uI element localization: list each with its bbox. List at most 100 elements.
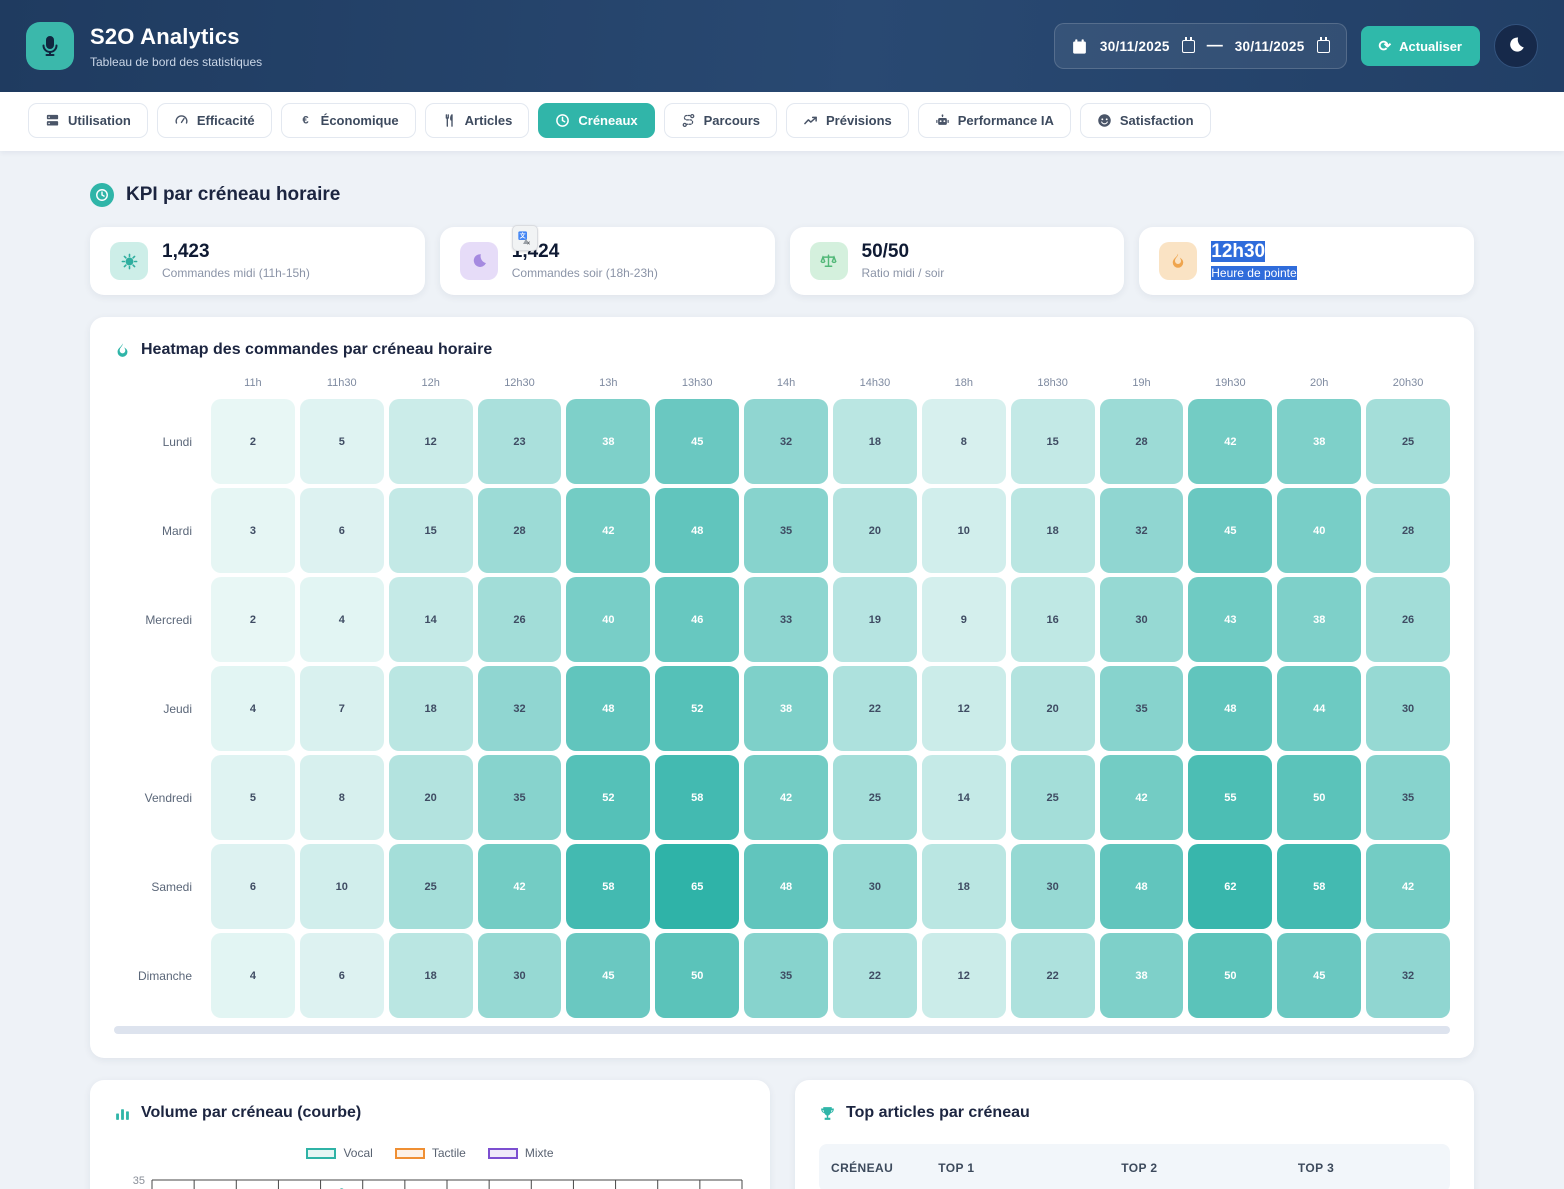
heatmap-cell[interactable]: 3 — [211, 488, 295, 573]
heatmap-cell[interactable]: 10 — [300, 844, 384, 929]
heatmap-cell[interactable]: 28 — [1100, 399, 1184, 484]
heatmap-cell[interactable]: 30 — [1011, 844, 1095, 929]
heatmap-cell[interactable]: 35 — [744, 933, 828, 1018]
heatmap-cell[interactable]: 38 — [1277, 399, 1361, 484]
heatmap-cell[interactable]: 14 — [922, 755, 1006, 840]
heatmap-cell[interactable]: 50 — [655, 933, 739, 1018]
heatmap-cell[interactable]: 25 — [833, 755, 917, 840]
tab-satisfaction[interactable]: Satisfaction — [1080, 103, 1211, 138]
tab-utilisation[interactable]: Utilisation — [28, 103, 148, 138]
heatmap-cell[interactable]: 42 — [478, 844, 562, 929]
heatmap-cell[interactable]: 4 — [300, 577, 384, 662]
heatmap-cell[interactable]: 22 — [833, 666, 917, 751]
legend-item-vocal[interactable]: Vocal — [306, 1146, 372, 1160]
heatmap-cell[interactable]: 42 — [1366, 844, 1450, 929]
tab-articles[interactable]: Articles — [425, 103, 530, 138]
heatmap-cell[interactable]: 46 — [655, 577, 739, 662]
heatmap-cell[interactable]: 18 — [389, 933, 473, 1018]
heatmap-cell[interactable]: 12 — [922, 666, 1006, 751]
heatmap-cell[interactable]: 22 — [1011, 933, 1095, 1018]
heatmap-cell[interactable]: 18 — [922, 844, 1006, 929]
tab-parcours[interactable]: Parcours — [664, 103, 777, 138]
heatmap-cell[interactable]: 8 — [922, 399, 1006, 484]
heatmap-cell[interactable]: 20 — [833, 488, 917, 573]
heatmap-cell[interactable]: 9 — [922, 577, 1006, 662]
translate-icon[interactable]: 文x — [512, 225, 538, 251]
date-to-picker-icon[interactable] — [1317, 40, 1330, 53]
heatmap-cell[interactable]: 35 — [478, 755, 562, 840]
heatmap-cell[interactable]: 16 — [1011, 577, 1095, 662]
heatmap-cell[interactable]: 18 — [833, 399, 917, 484]
heatmap-cell[interactable]: 32 — [1366, 933, 1450, 1018]
heatmap-cell[interactable]: 15 — [389, 488, 473, 573]
heatmap-cell[interactable]: 6 — [300, 933, 384, 1018]
heatmap-cell[interactable]: 20 — [389, 755, 473, 840]
heatmap-cell[interactable]: 38 — [1100, 933, 1184, 1018]
heatmap-cell[interactable]: 32 — [744, 399, 828, 484]
heatmap-cell[interactable]: 32 — [478, 666, 562, 751]
heatmap-cell[interactable]: 42 — [744, 755, 828, 840]
tab-efficacité[interactable]: Efficacité — [157, 103, 272, 138]
heatmap-cell[interactable]: 12 — [389, 399, 473, 484]
heatmap-cell[interactable]: 52 — [655, 666, 739, 751]
heatmap-cell[interactable]: 50 — [1277, 755, 1361, 840]
heatmap-cell[interactable]: 55 — [1188, 755, 1272, 840]
heatmap-cell[interactable]: 14 — [389, 577, 473, 662]
heatmap-cell[interactable]: 20 — [1011, 666, 1095, 751]
heatmap-cell[interactable]: 30 — [833, 844, 917, 929]
heatmap-cell[interactable]: 28 — [1366, 488, 1450, 573]
heatmap-cell[interactable]: 42 — [566, 488, 650, 573]
tab-prévisions[interactable]: Prévisions — [786, 103, 909, 138]
heatmap-cell[interactable]: 4 — [211, 666, 295, 751]
heatmap-cell[interactable]: 48 — [1100, 844, 1184, 929]
heatmap-cell[interactable]: 2 — [211, 577, 295, 662]
heatmap-cell[interactable]: 22 — [833, 933, 917, 1018]
heatmap-cell[interactable]: 26 — [1366, 577, 1450, 662]
heatmap-cell[interactable]: 48 — [1188, 666, 1272, 751]
heatmap-cell[interactable]: 38 — [1277, 577, 1361, 662]
heatmap-cell[interactable]: 58 — [655, 755, 739, 840]
heatmap-cell[interactable]: 28 — [478, 488, 562, 573]
heatmap-cell[interactable]: 18 — [1011, 488, 1095, 573]
heatmap-cell[interactable]: 45 — [1277, 933, 1361, 1018]
heatmap-cell[interactable]: 19 — [833, 577, 917, 662]
heatmap-cell[interactable]: 30 — [478, 933, 562, 1018]
heatmap-cell[interactable]: 25 — [389, 844, 473, 929]
heatmap-cell[interactable]: 40 — [566, 577, 650, 662]
heatmap-cell[interactable]: 26 — [478, 577, 562, 662]
heatmap-cell[interactable]: 35 — [1100, 666, 1184, 751]
heatmap-scrollbar[interactable] — [114, 1026, 1450, 1034]
heatmap-cell[interactable]: 58 — [1277, 844, 1361, 929]
heatmap-cell[interactable]: 33 — [744, 577, 828, 662]
heatmap-cell[interactable]: 44 — [1277, 666, 1361, 751]
heatmap-cell[interactable]: 52 — [566, 755, 650, 840]
heatmap-cell[interactable]: 5 — [300, 399, 384, 484]
heatmap-cell[interactable]: 32 — [1100, 488, 1184, 573]
heatmap-cell[interactable]: 45 — [1188, 488, 1272, 573]
heatmap-cell[interactable]: 6 — [211, 844, 295, 929]
heatmap-cell[interactable]: 62 — [1188, 844, 1272, 929]
heatmap-cell[interactable]: 35 — [1366, 755, 1450, 840]
heatmap-cell[interactable]: 2 — [211, 399, 295, 484]
heatmap-cell[interactable]: 38 — [744, 666, 828, 751]
heatmap-cell[interactable]: 48 — [744, 844, 828, 929]
heatmap-cell[interactable]: 10 — [922, 488, 1006, 573]
heatmap-cell[interactable]: 30 — [1100, 577, 1184, 662]
legend-item-mixte[interactable]: Mixte — [488, 1146, 554, 1160]
date-from-input[interactable]: 30/11/2025 — [1100, 39, 1170, 54]
heatmap-cell[interactable]: 43 — [1188, 577, 1272, 662]
heatmap-cell[interactable]: 45 — [566, 933, 650, 1018]
heatmap-cell[interactable]: 35 — [744, 488, 828, 573]
heatmap-cell[interactable]: 5 — [211, 755, 295, 840]
date-from-picker-icon[interactable] — [1182, 40, 1195, 53]
heatmap-cell[interactable]: 4 — [211, 933, 295, 1018]
heatmap-cell[interactable]: 7 — [300, 666, 384, 751]
tab-performance-ia[interactable]: Performance IA — [918, 103, 1071, 138]
heatmap-cell[interactable]: 25 — [1011, 755, 1095, 840]
heatmap-cell[interactable]: 25 — [1366, 399, 1450, 484]
tab-économique[interactable]: €Économique — [281, 103, 416, 138]
heatmap-cell[interactable]: 42 — [1188, 399, 1272, 484]
heatmap-cell[interactable]: 23 — [478, 399, 562, 484]
heatmap-cell[interactable]: 50 — [1188, 933, 1272, 1018]
heatmap-cell[interactable]: 48 — [566, 666, 650, 751]
